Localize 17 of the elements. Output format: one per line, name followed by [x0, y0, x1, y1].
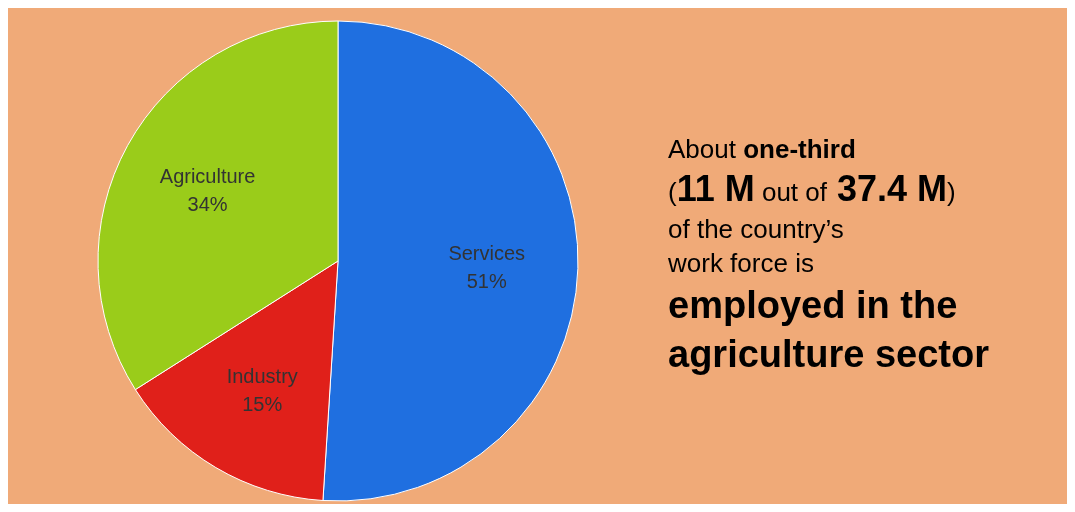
text: out of: [760, 177, 828, 208]
data-label: 15%: [242, 393, 283, 416]
text: ): [947, 177, 956, 208]
data-label: 34%: [187, 193, 228, 216]
slice-label: Agriculture: [159, 165, 256, 188]
text: About: [668, 133, 736, 164]
text: 37.4 M: [836, 168, 948, 210]
data-label: 51%: [466, 269, 507, 292]
text: 11 M: [676, 168, 755, 210]
text: employed in the: [668, 283, 958, 326]
text: work force is: [668, 247, 814, 278]
text: (: [668, 177, 677, 208]
text: of the country’s: [668, 214, 844, 245]
slice-label: Services: [448, 241, 526, 264]
slice-label: Industry: [226, 365, 298, 388]
text: one-third: [742, 133, 856, 164]
text: agriculture sector: [668, 333, 989, 376]
